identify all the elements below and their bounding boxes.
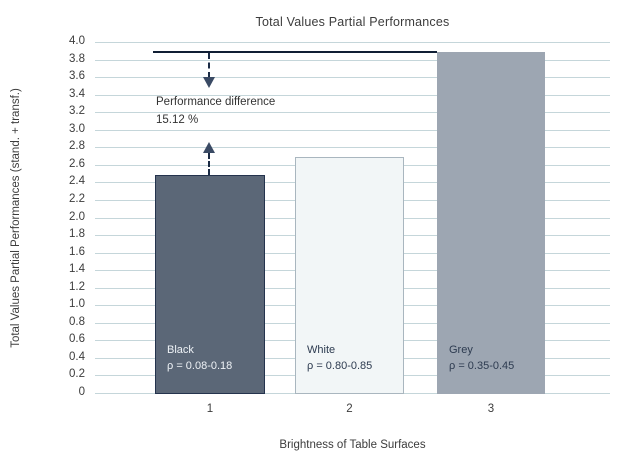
y-tick-label: 1.6 <box>69 245 85 258</box>
y-tick-label: 2.4 <box>69 175 85 188</box>
x-tick-label: 3 <box>487 403 495 415</box>
x-tick-label: 2 <box>346 403 353 415</box>
y-tick-label: 2.8 <box>69 140 85 153</box>
y-tick-label: 1.8 <box>69 228 85 241</box>
y-tick-label: 2.0 <box>69 210 85 223</box>
bar-black: Black ρ = 0.08-0.18 <box>155 174 265 394</box>
y-tick-label: 0.6 <box>69 333 85 346</box>
plot-area: Black ρ = 0.08-0.18 White ρ = 0.80-0.85 Grey… <box>95 42 610 394</box>
bar-name-label: White <box>307 344 336 356</box>
annotation-line-2: 15.12 % <box>156 114 199 126</box>
gridline <box>95 147 610 149</box>
arrow-down-icon <box>203 77 215 88</box>
bar-grey: Grey ρ = 0.35-0.45 <box>437 51 545 394</box>
bar-name-label: Black <box>167 344 194 356</box>
y-tick-label: 3.4 <box>69 87 85 100</box>
bar-rho-label: ρ = 0.35-0.45 <box>449 360 515 372</box>
y-tick-label: 0.2 <box>69 368 85 381</box>
y-tick-label: 0.8 <box>69 315 85 328</box>
y-tick-label: 3.2 <box>69 105 85 118</box>
y-tick-label: 1.0 <box>69 298 85 311</box>
bar-rho-label: ρ = 0.80-0.85 <box>307 360 373 372</box>
annotation-line-1: Performance difference <box>156 96 276 108</box>
y-tick-label: 0 <box>78 386 85 398</box>
reference-line <box>153 51 437 53</box>
y-tick-label: 2.2 <box>69 192 85 205</box>
x-axis-label: Brightness of Table Surfaces <box>279 439 426 451</box>
y-tick-label: 3.6 <box>69 70 85 83</box>
y-tick-label: 4.0 <box>69 35 85 47</box>
bar-rho-label: ρ = 0.08-0.18 <box>167 360 233 372</box>
bar-label-block: Grey ρ = 0.35-0.45 <box>449 342 514 374</box>
y-tick-label: 0.4 <box>69 350 85 363</box>
gridline <box>95 77 610 79</box>
gridline <box>95 112 610 114</box>
gridline <box>95 59 610 61</box>
arrow-up-icon <box>203 142 215 153</box>
gridline <box>95 42 610 43</box>
y-tick-label: 1.4 <box>69 263 85 276</box>
annotation-dashed-line-top <box>208 53 210 78</box>
gridline <box>95 129 610 131</box>
bar-white: White ρ = 0.80-0.85 <box>295 157 404 394</box>
y-tick-label: 3.0 <box>69 122 85 135</box>
annotation-dashed-line-bottom <box>208 153 210 175</box>
gridline <box>95 94 610 96</box>
x-tick-label: 1 <box>206 403 214 415</box>
y-tick-label: 3.8 <box>69 52 85 65</box>
bar-name-label: Grey <box>449 344 473 356</box>
bar-label-block: Black ρ = 0.08-0.18 <box>167 342 232 374</box>
chart-title: Total Values Partial Performances <box>255 15 450 29</box>
y-tick-label: 1.2 <box>69 280 85 293</box>
bar-label-block: White ρ = 0.80-0.85 <box>307 342 372 374</box>
y-tick-label: 2.6 <box>69 157 85 170</box>
annotation-text: Performance difference 15.12 % <box>156 93 275 129</box>
